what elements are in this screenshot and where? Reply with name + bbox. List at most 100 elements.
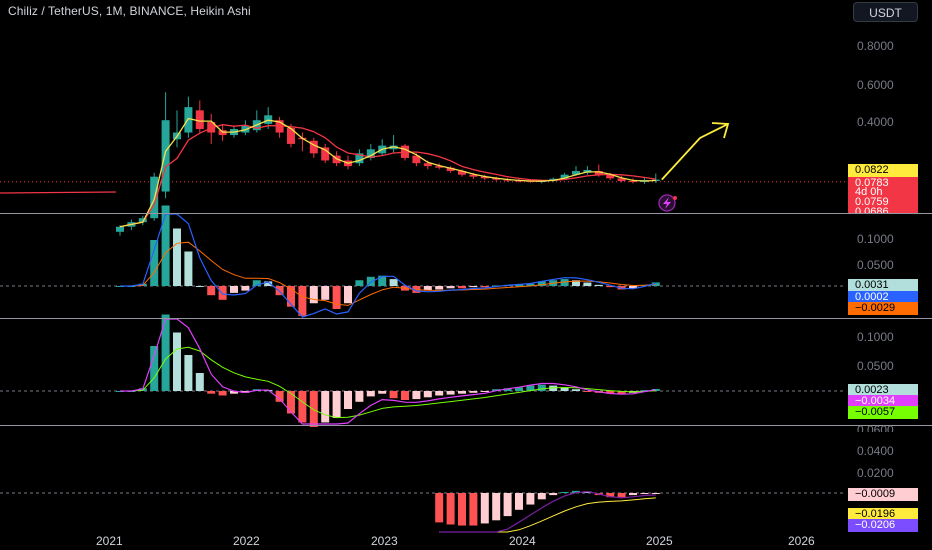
macd3-line-label: −0.0206	[848, 519, 918, 532]
histogram-bar	[572, 280, 580, 286]
histogram-bar	[401, 391, 409, 400]
histogram-bar	[651, 493, 660, 494]
histogram-bar	[435, 493, 444, 523]
year-tick: 2026	[788, 534, 815, 548]
histogram-bar	[640, 493, 649, 495]
candle-body	[492, 178, 501, 180]
histogram-bar	[515, 493, 523, 510]
pane-separator[interactable]	[0, 213, 932, 214]
candle-body	[116, 226, 124, 232]
histogram-bar	[503, 493, 512, 517]
histogram-bar	[458, 286, 466, 289]
histogram-bar	[469, 391, 478, 393]
candle-body	[617, 178, 626, 181]
histogram-bar	[503, 388, 512, 391]
histogram-bar	[651, 282, 660, 286]
candle-body	[651, 179, 660, 181]
histogram-bar	[150, 240, 159, 286]
histogram-bar	[435, 391, 444, 396]
histogram-bar	[515, 387, 523, 391]
histogram-bar	[264, 281, 273, 286]
candle-body	[572, 171, 580, 175]
macd-line	[439, 490, 656, 533]
candle-body	[560, 174, 569, 179]
histogram-bar	[412, 391, 421, 400]
histogram-bar	[332, 391, 341, 418]
macd2-signal-label: −0.0057	[848, 406, 918, 419]
macd2-line-label: −0.0034	[848, 395, 918, 408]
candle-body	[207, 122, 216, 133]
year-tick: 2023	[371, 534, 398, 548]
histogram-bar	[355, 391, 364, 402]
candle-body	[412, 155, 421, 164]
price-tick: 0.8000	[857, 39, 894, 53]
histogram-bar	[332, 286, 341, 309]
candle-body	[275, 120, 284, 133]
histogram-bar	[480, 493, 489, 524]
histogram-bar	[594, 284, 603, 286]
price-label-ma2: 0.0759	[848, 196, 918, 209]
histogram-bar	[606, 286, 615, 288]
candle-body	[594, 171, 603, 175]
histogram-bar	[184, 251, 193, 286]
candle-body	[287, 127, 295, 144]
candle-body	[469, 174, 478, 177]
candle-body	[629, 181, 637, 182]
price-label-ma: 0.0822	[848, 164, 918, 177]
histogram-bar	[150, 346, 159, 391]
histogram-bar	[378, 391, 387, 394]
candle-body	[138, 218, 147, 223]
histogram-bar	[173, 228, 181, 286]
macd-line	[120, 318, 656, 425]
projection-arrowhead	[711, 122, 730, 139]
candle-body	[161, 120, 170, 192]
currency-button[interactable]: USDT	[853, 2, 918, 22]
histogram-bar	[480, 391, 489, 392]
histogram-bar	[366, 276, 375, 286]
histogram-bar	[161, 314, 170, 391]
histogram-bar	[287, 391, 295, 414]
candle-body	[480, 176, 489, 179]
candle-body	[435, 166, 444, 168]
histogram-bar	[355, 280, 364, 286]
histogram-bar	[366, 391, 375, 397]
macd2-tick: 0.1000	[857, 330, 894, 344]
histogram-bar	[287, 286, 295, 307]
pane-separator[interactable]	[0, 318, 932, 319]
macd1-histogram-label: 0.0031	[848, 279, 918, 292]
macd-line	[120, 213, 656, 318]
histogram-bar	[629, 286, 637, 289]
histogram-bar	[161, 205, 170, 286]
histogram-bar	[458, 391, 466, 394]
candle-body	[423, 163, 432, 167]
macd1-signal-label: −0.0029	[848, 302, 918, 315]
price-label-low: 0.0686	[848, 207, 918, 213]
histogram-bar	[252, 280, 261, 286]
histogram-bar	[230, 391, 238, 394]
histogram-bar	[184, 355, 193, 391]
histogram-bar	[560, 279, 569, 286]
histogram-bar	[241, 286, 250, 291]
candle-body	[606, 174, 615, 179]
histogram-bar	[195, 373, 204, 391]
histogram-bar	[583, 282, 592, 286]
histogram-bar	[469, 493, 478, 526]
pane-separator[interactable]	[0, 425, 932, 426]
lightning-icon-bolt	[663, 197, 671, 209]
histogram-bar	[230, 286, 238, 293]
histogram-bar	[344, 391, 352, 409]
candle-body	[366, 149, 375, 158]
ma-fast-line	[119, 117, 656, 228]
histogram-bar	[537, 281, 546, 286]
histogram-bar	[469, 286, 478, 288]
price-tick: 0.4000	[857, 115, 894, 129]
candle-body	[195, 110, 204, 130]
histogram-bar	[195, 286, 204, 287]
histogram-bar	[640, 390, 649, 392]
histogram-bar	[480, 286, 489, 288]
histogram-bar	[218, 286, 227, 300]
chart-title: Chiliz / TetherUS, 1M, BINANCE, Heikin A…	[8, 4, 251, 18]
ma-slow-line	[119, 124, 656, 228]
